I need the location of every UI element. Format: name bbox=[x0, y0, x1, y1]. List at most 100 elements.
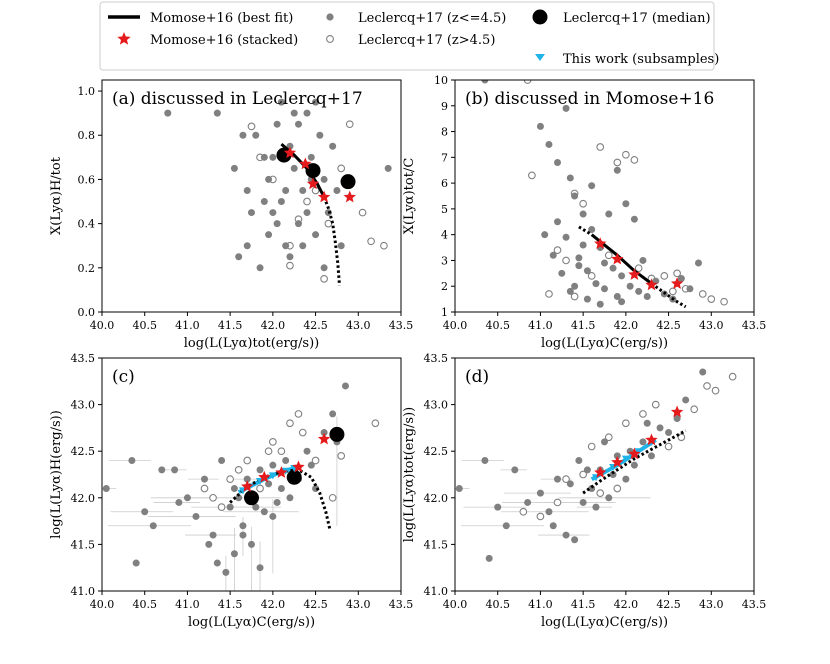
x-tick-label: 40.5 bbox=[485, 319, 510, 332]
point-highz bbox=[545, 290, 553, 298]
x-tick-label: 40.5 bbox=[132, 319, 157, 332]
point-lowz bbox=[213, 109, 221, 117]
x-axis-label: log(L(Lyα)C(erg/s)) bbox=[188, 615, 315, 630]
y-tick-label: 0.8 bbox=[78, 129, 96, 142]
point-lowz bbox=[686, 285, 694, 293]
x-tick-label: 41.0 bbox=[528, 319, 553, 332]
y-tick-label: 6 bbox=[441, 177, 448, 190]
plot-area bbox=[102, 382, 380, 591]
point-highz bbox=[596, 143, 605, 151]
y-tick-label: 9 bbox=[441, 100, 448, 113]
legend-label-bestfit: Momose+16 (best fit) bbox=[150, 11, 293, 26]
point-highz bbox=[630, 156, 639, 164]
x-tick-label: 41.0 bbox=[528, 598, 553, 611]
point-lowz bbox=[235, 253, 243, 261]
point-lowz bbox=[639, 438, 647, 446]
point-highz bbox=[200, 484, 209, 493]
point-lowz bbox=[566, 480, 574, 488]
stacked-star bbox=[645, 433, 658, 446]
point-lowz bbox=[235, 494, 243, 502]
point-lowz bbox=[243, 242, 251, 250]
y-tick-label: 42.5 bbox=[71, 445, 96, 458]
point-highz bbox=[634, 264, 643, 273]
stacked-star bbox=[241, 480, 254, 492]
point-lowz bbox=[277, 98, 285, 106]
y-tick-label: 43.5 bbox=[424, 352, 449, 365]
point-lowz bbox=[260, 508, 268, 516]
point-lowz bbox=[694, 259, 702, 267]
legend-swatch-filled-circle bbox=[326, 13, 334, 21]
y-axis-label: log(L(Lyα)H(erg/s)) bbox=[49, 410, 64, 539]
y-tick-label: 7 bbox=[441, 151, 448, 164]
x-tick-label: 42.5 bbox=[656, 319, 681, 332]
point-lowz bbox=[256, 466, 264, 474]
point-lowz bbox=[656, 424, 664, 432]
point-lowz bbox=[243, 186, 251, 194]
point-lowz bbox=[132, 559, 140, 567]
point-highz bbox=[298, 428, 307, 437]
point-lowz bbox=[682, 396, 690, 404]
stacked-star bbox=[670, 277, 684, 289]
point-highz bbox=[587, 272, 596, 280]
point-highz bbox=[579, 470, 587, 479]
point-lowz bbox=[329, 410, 337, 418]
y-tick-label: 4 bbox=[441, 229, 448, 242]
point-lowz bbox=[536, 122, 544, 130]
point-highz bbox=[217, 503, 226, 511]
y-tick-label: 42.0 bbox=[424, 492, 449, 505]
point-lowz bbox=[601, 438, 608, 446]
y-axis-label: log(L(Lyα)tot(erg/s)) bbox=[402, 407, 417, 542]
point-lowz bbox=[639, 256, 647, 264]
thiswork-point bbox=[634, 448, 643, 456]
point-lowz bbox=[329, 142, 337, 150]
point-lowz bbox=[294, 120, 302, 128]
x-axis-label: log(L(Lyα)C(erg/s)) bbox=[541, 615, 668, 630]
point-lowz bbox=[230, 484, 238, 492]
stacked-star bbox=[594, 466, 607, 478]
stacked-star bbox=[317, 432, 331, 445]
point-highz bbox=[604, 433, 613, 442]
point-lowz bbox=[260, 153, 268, 161]
point-lowz bbox=[630, 461, 638, 469]
thiswork-point bbox=[268, 472, 277, 480]
point-lowz bbox=[609, 264, 617, 272]
point-lowz bbox=[536, 489, 544, 497]
legend-swatch-open-circle bbox=[326, 35, 334, 43]
point-lowz bbox=[485, 554, 493, 562]
point-lowz bbox=[699, 368, 707, 376]
y-tick-label: 3 bbox=[441, 254, 448, 267]
legend-label-stacked: Momose+16 (stacked) bbox=[150, 33, 298, 48]
point-lowz bbox=[299, 242, 307, 250]
stacked-star bbox=[292, 460, 305, 473]
point-highz bbox=[668, 287, 677, 296]
x-axis-label: log(L(Lyα)C(erg/s)) bbox=[541, 336, 668, 351]
legend-label-median: Leclercq+17 (median) bbox=[563, 11, 711, 26]
point-lowz bbox=[248, 540, 255, 548]
y-tick-label: 41.0 bbox=[424, 585, 449, 598]
point-highz bbox=[622, 150, 630, 159]
median-point bbox=[340, 174, 356, 190]
point-highz bbox=[711, 386, 720, 395]
point-lowz bbox=[605, 494, 613, 502]
point-highz bbox=[660, 272, 669, 280]
point-lowz bbox=[562, 233, 570, 241]
point-highz bbox=[622, 419, 630, 428]
point-lowz bbox=[579, 210, 587, 218]
point-lowz bbox=[282, 186, 290, 194]
point-lowz bbox=[290, 109, 298, 117]
x-tick-label: 41.5 bbox=[571, 598, 596, 611]
point-lowz bbox=[511, 466, 519, 474]
point-lowz bbox=[554, 158, 562, 166]
point-highz bbox=[277, 447, 286, 456]
point-lowz bbox=[277, 198, 285, 206]
point-lowz bbox=[545, 140, 553, 148]
x-tick-label: 42.5 bbox=[303, 598, 328, 611]
legend-swatch-triangle bbox=[535, 54, 545, 61]
point-lowz bbox=[239, 522, 247, 530]
point-highz bbox=[728, 372, 737, 381]
point-highz bbox=[562, 256, 570, 265]
point-lowz bbox=[265, 175, 273, 183]
point-lowz bbox=[222, 568, 230, 576]
y-tick-label: 41.5 bbox=[424, 538, 449, 551]
point-lowz bbox=[635, 287, 643, 295]
